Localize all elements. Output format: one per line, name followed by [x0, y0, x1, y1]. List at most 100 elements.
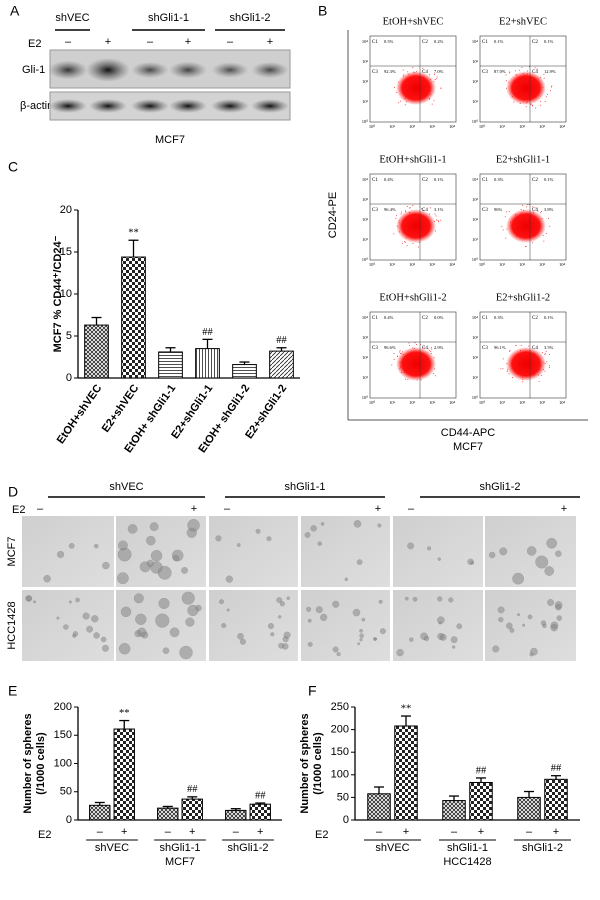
- band: [86, 58, 130, 82]
- y-tick-label: 100: [331, 769, 349, 781]
- sphere: [225, 575, 233, 583]
- sphere: [396, 648, 404, 657]
- tick-label: 10⁰: [362, 257, 369, 262]
- x-tick-label: EtOH+shVEC: [55, 382, 105, 446]
- tick-label: 10⁴: [472, 315, 479, 320]
- event-dot: [548, 367, 550, 369]
- micrograph: [393, 590, 483, 661]
- tick-label: 10⁴: [362, 315, 369, 320]
- tick-label: 10⁴: [559, 124, 566, 129]
- tick-label: 10¹: [499, 124, 506, 129]
- group-label: shGli1-1: [285, 481, 326, 493]
- sphere: [120, 606, 132, 618]
- sphere: [526, 546, 537, 556]
- row-label: β-actin: [20, 100, 53, 112]
- y-tick-label: 250: [331, 701, 349, 713]
- quadrant-name: C1: [482, 178, 488, 183]
- sphere: [439, 633, 447, 641]
- quadrant-name: C1: [372, 40, 378, 45]
- event-dot: [528, 66, 530, 68]
- group-label: shGli1-2: [480, 481, 521, 493]
- sphere: [236, 543, 241, 547]
- y-axis-label: Number of spheres: [299, 713, 311, 813]
- sphere: [158, 597, 170, 609]
- sign: –: [451, 826, 458, 838]
- tick-label: 10²: [362, 79, 369, 84]
- event-dot: [545, 350, 547, 352]
- row-label: MCF7: [6, 537, 18, 567]
- event-dot: [412, 204, 414, 206]
- event-dot: [551, 85, 553, 87]
- x-axis-label: MCF7: [165, 856, 195, 868]
- tick-label: 10³: [362, 197, 369, 202]
- tick-label: 10¹: [362, 99, 369, 104]
- event-dot: [502, 368, 504, 370]
- event-dot: [400, 100, 402, 102]
- sphere: [509, 627, 515, 633]
- event-dot: [511, 377, 513, 379]
- sphere: [437, 596, 443, 602]
- quadrant-value: 0.2%: [434, 39, 444, 44]
- sphere: [155, 613, 170, 628]
- tick-label: 10²: [519, 262, 526, 267]
- event-dot: [405, 378, 407, 380]
- event-dot: [543, 73, 545, 75]
- event-dot: [521, 66, 523, 68]
- event-dot: [541, 352, 543, 354]
- quadrant-value: 96.4%: [384, 207, 396, 212]
- x-tick-label: shGli1-2: [228, 842, 269, 854]
- sphere: [310, 525, 317, 532]
- sign: +: [257, 826, 263, 838]
- sign: +: [375, 503, 381, 515]
- event-dot: [540, 100, 542, 102]
- sphere: [162, 647, 170, 654]
- bar: [442, 800, 466, 821]
- event-dot: [501, 225, 503, 227]
- sphere: [448, 597, 454, 603]
- sphere: [378, 599, 383, 604]
- sphere: [101, 644, 109, 652]
- bar: [157, 807, 179, 821]
- event-dot: [422, 67, 424, 69]
- sphere: [317, 541, 322, 546]
- quadrant-value: 92.3%: [384, 69, 396, 74]
- event-dot: [433, 100, 435, 102]
- sphere: [286, 596, 291, 601]
- sphere: [306, 606, 312, 612]
- event-dot: [549, 354, 551, 356]
- sphere: [404, 596, 409, 601]
- sign: –: [165, 826, 172, 838]
- event-dot: [515, 344, 517, 346]
- tick-label: 10⁴: [362, 39, 369, 44]
- sphere: [499, 547, 508, 556]
- band: [131, 61, 169, 79]
- quadrant-value: 3.5%: [544, 345, 554, 350]
- bar: [517, 796, 541, 821]
- event-dot: [524, 246, 526, 248]
- event-dot: [434, 375, 436, 377]
- sphere: [127, 524, 138, 534]
- event-dot: [505, 80, 507, 82]
- sphere: [352, 608, 361, 617]
- sphere: [547, 599, 555, 606]
- sphere: [146, 535, 156, 546]
- sign: +: [561, 503, 567, 515]
- event-dot: [435, 230, 437, 232]
- tick-label: 10³: [472, 197, 479, 202]
- event-dot: [423, 346, 425, 348]
- annotation: ##: [255, 790, 266, 801]
- bar: [367, 793, 391, 821]
- sphere: [426, 546, 432, 551]
- panel-label: E: [8, 683, 17, 699]
- y-tick-label: 10: [60, 288, 72, 300]
- bar: [113, 728, 135, 821]
- sphere: [353, 520, 362, 528]
- quadrant-value: 87.0%: [494, 69, 506, 74]
- tick-label: 10¹: [499, 262, 506, 267]
- quadrant-name: C2: [422, 178, 428, 183]
- sphere: [146, 559, 154, 567]
- event-dot: [434, 79, 436, 81]
- tick-label: 10⁴: [559, 400, 566, 405]
- event-dot: [506, 211, 508, 213]
- event-dot: [543, 240, 545, 242]
